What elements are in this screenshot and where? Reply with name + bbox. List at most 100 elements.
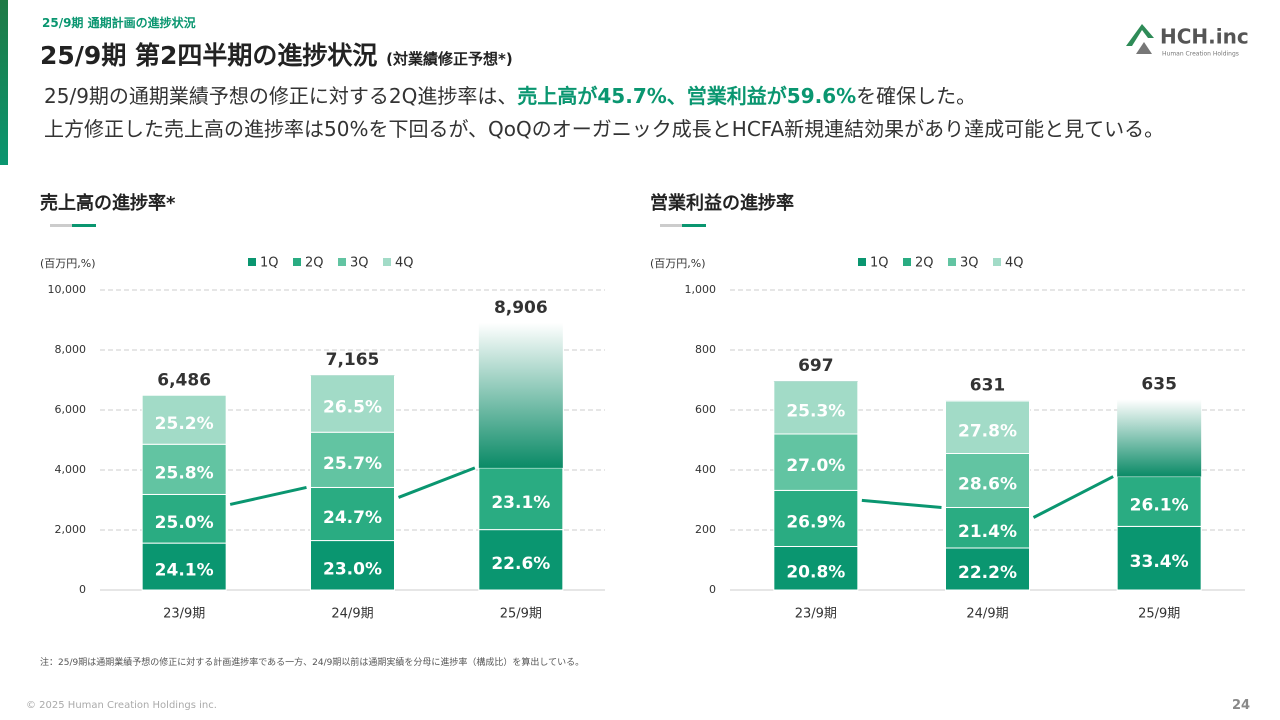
legend-label: 1Q bbox=[870, 256, 889, 271]
bar-segment bbox=[141, 443, 227, 495]
forecast-remainder bbox=[478, 322, 563, 468]
progress-connector bbox=[1032, 475, 1114, 519]
total-label: 631 bbox=[970, 376, 1006, 396]
forecast-remainder bbox=[1117, 399, 1202, 477]
title-text: 25/9期 第2四半期の進捗状況 bbox=[40, 41, 378, 70]
bar-segment bbox=[141, 493, 227, 544]
bar-segment bbox=[945, 400, 1030, 454]
logo-shape bbox=[1136, 42, 1152, 54]
legend-label: 3Q bbox=[960, 256, 979, 271]
segment-label: 21.4% bbox=[958, 522, 1017, 542]
progress-connector bbox=[861, 498, 942, 509]
logo-name: HCH.inc bbox=[1160, 25, 1249, 49]
x-tick-label: 23/9期 bbox=[795, 607, 837, 622]
segment-label: 24.1% bbox=[155, 561, 214, 581]
bar-segment bbox=[773, 546, 859, 591]
y-tick-label: 2,000 bbox=[55, 523, 87, 536]
logo-mark: HCH.inc Human Creation Holdings bbox=[1126, 24, 1249, 58]
total-label: 7,165 bbox=[326, 350, 380, 370]
chart-title: 売上高の進捗率* bbox=[40, 192, 176, 214]
y-tick-label: 10,000 bbox=[48, 283, 87, 296]
bar-segment bbox=[945, 507, 1030, 549]
segment-label: 25.0% bbox=[155, 513, 214, 533]
segment-label: 25.8% bbox=[155, 463, 214, 483]
segment-label: 20.8% bbox=[786, 562, 845, 582]
x-tick-label: 23/9期 bbox=[163, 607, 205, 622]
text: 、 bbox=[666, 84, 687, 108]
x-tick-label: 24/9期 bbox=[966, 607, 1008, 622]
footnote: 注：25/9期は通期業績予想の修正に対する計画進捗率である一方、24/9期以前は… bbox=[40, 658, 585, 668]
highlight: 営業利益が59.6% bbox=[686, 84, 857, 108]
segment-label: 25.3% bbox=[786, 402, 845, 422]
legend-swatch bbox=[338, 258, 346, 266]
segment-label: 26.5% bbox=[323, 398, 382, 418]
bar-segment bbox=[945, 547, 1030, 591]
unit-label: (百万円,%) bbox=[650, 257, 706, 270]
slide-title: 25/9期 第2四半期の進捗状況 (対業績修正予想*) bbox=[40, 36, 513, 72]
total-label: 697 bbox=[798, 356, 834, 376]
title-underline bbox=[72, 224, 96, 227]
x-tick-label: 24/9期 bbox=[331, 607, 373, 622]
segment-label: 26.9% bbox=[786, 512, 845, 532]
y-tick-label: 1,000 bbox=[685, 283, 717, 296]
logo: HCH.inc Human Creation Holdings bbox=[1122, 20, 1262, 64]
y-tick-label: 800 bbox=[695, 343, 716, 356]
y-tick-label: 600 bbox=[695, 403, 716, 416]
progress-connector bbox=[397, 466, 476, 499]
title-underline bbox=[682, 224, 706, 227]
progress-connector bbox=[229, 485, 307, 506]
x-tick-label: 25/9期 bbox=[1138, 607, 1180, 622]
total-label: 6,486 bbox=[157, 370, 211, 390]
total-label: 8,906 bbox=[494, 298, 548, 318]
legend-swatch bbox=[903, 258, 911, 266]
logo-shape bbox=[1126, 24, 1154, 46]
legend-label: 2Q bbox=[915, 256, 934, 271]
bar-segment bbox=[310, 374, 395, 433]
legend-label: 4Q bbox=[395, 256, 414, 271]
segment-label: 28.6% bbox=[958, 475, 1017, 495]
bar-segment bbox=[1116, 525, 1202, 591]
legend-swatch bbox=[293, 258, 301, 266]
title-underline bbox=[50, 224, 72, 227]
summary-line: 25/9期の通期業績予想の修正に対する2Q進捗率は、売上高が45.7%、営業利益… bbox=[44, 80, 1244, 113]
segment-label: 23.0% bbox=[323, 559, 382, 579]
legend-swatch bbox=[948, 258, 956, 266]
y-tick-label: 400 bbox=[695, 463, 716, 476]
bar-segment bbox=[310, 486, 395, 542]
segment-label: 27.0% bbox=[786, 456, 845, 476]
title-note: (対業績修正予想*) bbox=[386, 50, 513, 68]
chart-title: 営業利益の進捗率 bbox=[650, 192, 794, 214]
segment-label: 27.8% bbox=[958, 421, 1017, 441]
text: を確保した。 bbox=[856, 84, 977, 108]
summary: 25/9期の通期業績予想の修正に対する2Q進捗率は、売上高が45.7%、営業利益… bbox=[44, 80, 1244, 146]
segment-label: 24.7% bbox=[323, 508, 382, 528]
bar-segment bbox=[1116, 476, 1202, 527]
legend-swatch bbox=[993, 258, 1001, 266]
page-number: 24 bbox=[1232, 698, 1251, 713]
y-tick-label: 200 bbox=[695, 523, 716, 536]
segment-label: 25.7% bbox=[323, 454, 382, 474]
segment-label: 33.4% bbox=[1130, 552, 1189, 572]
legend-label: 2Q bbox=[305, 256, 324, 271]
legend-swatch bbox=[858, 258, 866, 266]
y-tick-label: 6,000 bbox=[55, 403, 87, 416]
highlight: 売上高が45.7% bbox=[517, 84, 667, 108]
legend-swatch bbox=[248, 258, 256, 266]
logo-subtitle: Human Creation Holdings bbox=[1162, 51, 1239, 58]
copyright: © 2025 Human Creation Holdings inc. bbox=[26, 700, 217, 711]
legend-label: 1Q bbox=[260, 256, 279, 271]
segment-label: 22.2% bbox=[958, 563, 1017, 583]
bar-segment bbox=[310, 431, 395, 488]
legend-label: 4Q bbox=[1005, 256, 1024, 271]
legend-label: 3Q bbox=[350, 256, 369, 271]
segment-label: 23.1% bbox=[491, 493, 550, 513]
bar-segment bbox=[773, 433, 859, 491]
legend-swatch bbox=[383, 258, 391, 266]
summary-line: 上方修正した売上高の進捗率は50%を下回るが、QoQのオーガニック成長とHCFA… bbox=[44, 117, 1165, 141]
text: 25/9期の通期業績予想の修正に対する2Q進捗率は、 bbox=[44, 84, 518, 108]
segment-label: 22.6% bbox=[491, 554, 550, 574]
bar-segment bbox=[773, 489, 859, 547]
segment-label: 25.2% bbox=[155, 414, 214, 434]
